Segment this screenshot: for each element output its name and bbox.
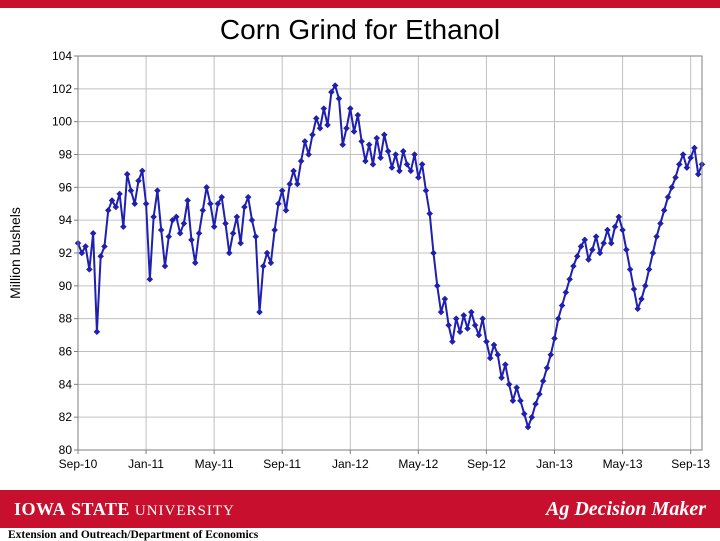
top-red-bar: [0, 0, 720, 8]
svg-text:94: 94: [59, 213, 73, 227]
svg-text:104: 104: [52, 49, 72, 63]
svg-text:Jan-13: Jan-13: [536, 457, 573, 471]
ag-decision-maker: Ag Decision Maker: [546, 498, 706, 521]
svg-text:84: 84: [59, 377, 73, 391]
svg-text:90: 90: [59, 279, 73, 293]
svg-text:Sep-11: Sep-11: [263, 457, 301, 471]
svg-text:Sep-13: Sep-13: [671, 457, 710, 471]
chart-area: 80 82 84 86 88 90 92 94 96 98 100 102 104 Sep-10 Jan-1…: [0, 48, 720, 480]
isu-state: STATE: [71, 499, 130, 519]
svg-text:May-11: May-11: [195, 457, 234, 471]
svg-text:Jan-11: Jan-11: [128, 457, 164, 471]
svg-text:100: 100: [52, 115, 72, 129]
svg-text:Million bushels: Million bushels: [7, 207, 23, 299]
footer: IOWA STATE UNIVERSITY Ag Decision Maker …: [0, 490, 720, 540]
svg-text:May-12: May-12: [398, 457, 438, 471]
svg-text:98: 98: [59, 148, 73, 162]
svg-text:102: 102: [52, 82, 72, 96]
svg-text:86: 86: [59, 345, 73, 359]
svg-text:Sep-12: Sep-12: [467, 457, 506, 471]
isu-iowa: IOWA: [14, 499, 66, 519]
svg-text:Sep-10: Sep-10: [59, 457, 98, 471]
svg-text:82: 82: [59, 410, 73, 424]
page-title: Corn Grind for Ethanol: [0, 14, 720, 46]
footer-band: IOWA STATE UNIVERSITY Ag Decision Maker: [0, 490, 720, 528]
svg-text:96: 96: [59, 180, 73, 194]
line-chart: 80 82 84 86 88 90 92 94 96 98 100 102 104 Sep-10 Jan-1…: [0, 48, 720, 480]
svg-text:Jan-12: Jan-12: [332, 457, 369, 471]
svg-text:May-13: May-13: [603, 457, 643, 471]
svg-text:80: 80: [59, 443, 73, 457]
isu-univ: UNIVERSITY: [135, 503, 235, 519]
extension-line: Extension and Outreach/Department of Eco…: [0, 528, 720, 541]
svg-text:92: 92: [59, 246, 73, 260]
svg-text:88: 88: [59, 312, 73, 326]
isu-logo: IOWA STATE UNIVERSITY: [14, 499, 235, 520]
